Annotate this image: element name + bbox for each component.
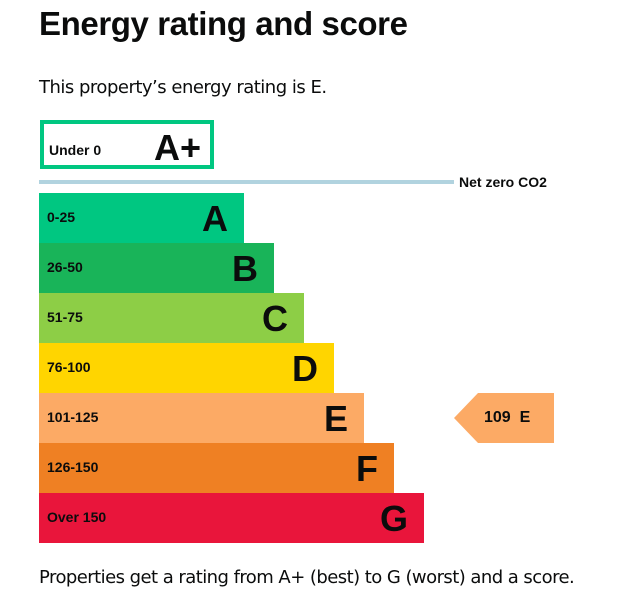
net-zero-label: Net zero CO2 [459,174,547,190]
band-letter: B [232,248,258,289]
band-letter: C [262,298,288,339]
band-range: 76-100 [47,359,91,375]
arrow-fill [454,393,554,443]
band-range: 51-75 [47,309,83,325]
band-letter: D [292,348,318,389]
net-zero-line [39,180,454,184]
band-range: Under 0 [49,142,102,158]
band-range: 0-25 [47,209,76,225]
band-f: 126-150 F [39,443,394,493]
band-letter: E [323,398,348,439]
band-b: 26-50 B [39,243,274,293]
band-d: 76-100 D [39,343,334,393]
rating-explanation: Properties get a rating from A+ (best) t… [39,567,575,588]
band-aplus: Under 0 A+ [40,120,214,169]
band-letter: G [379,498,408,539]
arrow-shape [454,393,554,443]
band-g: Over 150 G [39,493,424,543]
band-range: Over 150 [47,509,107,525]
band-letter: A [202,198,228,239]
band-letter: A+ [154,127,202,168]
current-rating-marker: 109 E [454,393,554,443]
band-a: 0-25 A [39,193,244,243]
score-rating: E [519,409,531,426]
page-title: Energy rating and score [39,5,408,42]
band-range: 26-50 [47,259,83,275]
band-range: 126-150 [47,459,99,475]
score-value: 109 [484,409,511,426]
band-letter: F [356,448,378,489]
band-c: 51-75 C [39,293,304,343]
band-range: 101-125 [47,409,99,425]
current-score: 109 E [484,409,530,427]
rating-summary: This property’s energy rating is E. [39,77,327,98]
band-e: 101-125 E [39,393,364,443]
